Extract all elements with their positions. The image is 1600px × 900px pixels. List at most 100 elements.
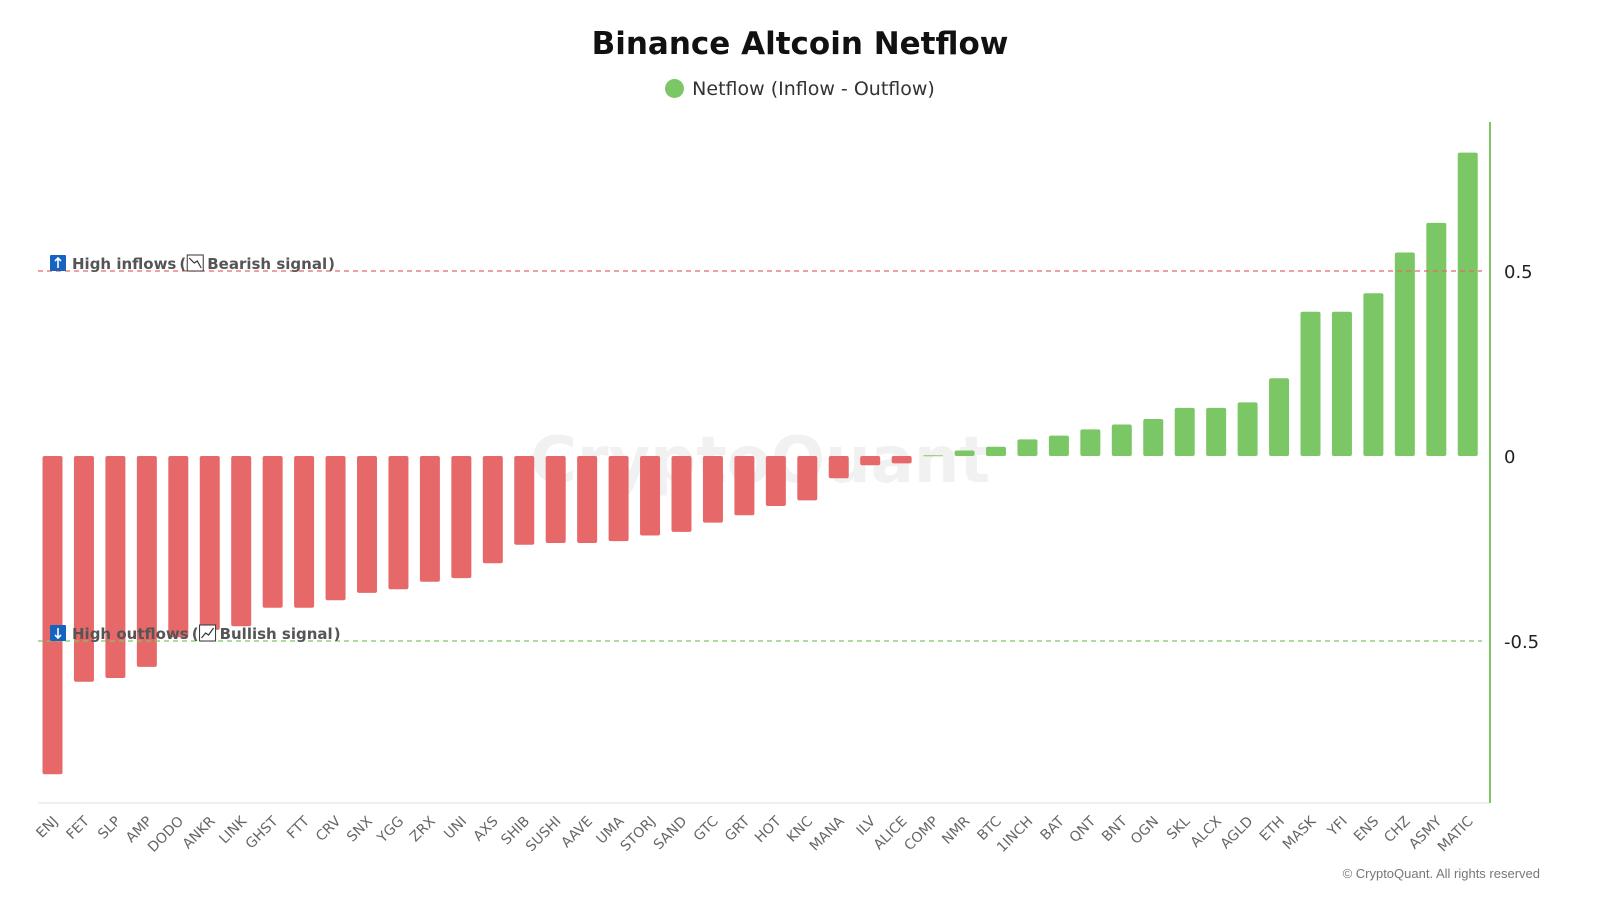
- x-tick-label: HOT: [752, 813, 785, 846]
- down-arrow-icon-glyph: [54, 628, 62, 640]
- bar: [828, 456, 849, 479]
- y-tick-label: -0.5: [1504, 632, 1539, 653]
- x-tick-label: FET: [63, 813, 93, 843]
- threshold-close-paren: ): [334, 625, 341, 643]
- bar: [168, 456, 189, 638]
- bar: [797, 456, 818, 501]
- bar: [1269, 378, 1290, 456]
- bar: [1237, 402, 1258, 456]
- bar: [860, 456, 881, 466]
- x-tick-label: BAT: [1038, 813, 1068, 843]
- x-tick-label: QNT: [1067, 813, 1100, 846]
- copyright-text: © CryptoQuant. All rights reserved: [1342, 866, 1540, 881]
- x-tick-label: NMR: [939, 813, 973, 847]
- bullish-chart-icon: [199, 624, 217, 642]
- bar: [1394, 252, 1415, 456]
- threshold-close-paren: ): [328, 255, 335, 273]
- y-tick-label: 0.5: [1504, 262, 1533, 283]
- bar: [986, 446, 1006, 456]
- x-tick-label: STORJ: [618, 814, 659, 855]
- bar: [514, 456, 535, 545]
- x-tick-label: ENJ: [33, 814, 61, 842]
- x-tick-label: YGG: [374, 814, 407, 847]
- x-tick-label: MASK: [1280, 813, 1320, 853]
- x-tick-label: MATIC: [1435, 813, 1477, 855]
- chart-legend[interactable]: Netflow (Inflow - Outflow): [0, 78, 1600, 100]
- bar: [1206, 407, 1227, 456]
- bar: [294, 456, 315, 608]
- bar: [640, 456, 661, 536]
- x-tick-label: ALCX: [1188, 813, 1226, 851]
- bar: [357, 456, 377, 593]
- bar: [923, 455, 944, 457]
- threshold-label-signal: Bearish signal: [207, 255, 327, 273]
- bar: [702, 456, 723, 523]
- x-tick-label: AGLD: [1218, 814, 1257, 853]
- x-tick-label: UNI: [441, 814, 470, 843]
- bar: [451, 456, 472, 579]
- bar: [577, 456, 598, 543]
- up-arrow-icon-glyph: [54, 256, 62, 268]
- bar: [231, 456, 252, 627]
- x-tick-label: MANA: [807, 813, 848, 854]
- bar: [73, 456, 94, 682]
- x-tick-label: COMP: [901, 814, 942, 855]
- x-tick-label: DODO: [145, 814, 187, 856]
- bar: [105, 456, 126, 678]
- bar: [954, 450, 975, 456]
- x-tick-label: ANKR: [180, 813, 219, 852]
- x-tick-label: GTC: [691, 813, 722, 844]
- bearish-chart-icon-glyph: [188, 257, 202, 269]
- bar: [42, 456, 63, 775]
- threshold-label-signal: Bullish signal: [220, 625, 333, 643]
- x-tick-label: GRT: [722, 813, 754, 845]
- bar: [388, 456, 409, 590]
- x-tick-label: AXS: [470, 813, 501, 844]
- bar: [671, 456, 692, 532]
- bar: [1017, 439, 1038, 456]
- bar: [1174, 407, 1195, 456]
- bar: [419, 456, 440, 582]
- threshold-open-paren: (: [192, 625, 199, 643]
- bar: [199, 456, 220, 630]
- x-tick-label: ZRX: [407, 813, 439, 845]
- bar: [1457, 152, 1478, 456]
- bar: [765, 456, 786, 506]
- legend-dot-icon: [665, 79, 685, 98]
- bar: [1363, 293, 1384, 456]
- watermark-text: CryptoQuant: [530, 424, 990, 498]
- x-tick-label: GHST: [243, 813, 282, 852]
- x-tick-label: SAND: [651, 814, 691, 854]
- bar: [891, 456, 912, 464]
- bar: [482, 456, 503, 564]
- chart-title: Binance Altcoin Netflow: [591, 26, 1009, 62]
- legend-label: Netflow (Inflow - Outflow): [692, 78, 935, 100]
- bar: [1111, 424, 1132, 456]
- x-tick-label: CRV: [313, 813, 345, 845]
- bar: [1426, 222, 1447, 456]
- y-tick-label: 0: [1504, 447, 1515, 468]
- bar: [325, 456, 346, 601]
- bar: [1048, 435, 1069, 456]
- x-tick-label: OGN: [1128, 814, 1162, 848]
- x-tick-label: AAVE: [558, 814, 596, 852]
- x-tick-label: YFI: [1324, 814, 1351, 841]
- threshold-label-main: High inflows: [72, 255, 176, 273]
- bar: [136, 456, 157, 667]
- x-tick-label: BNT: [1099, 813, 1131, 845]
- x-tick-label: SNX: [344, 813, 376, 845]
- bar: [734, 456, 755, 516]
- x-tick-label: ILV: [854, 813, 880, 839]
- bar: [608, 456, 629, 542]
- x-tick-label: SUSHI: [523, 814, 564, 855]
- bar: [545, 456, 566, 543]
- x-tick-label: SLP: [95, 814, 124, 843]
- bar: [1331, 311, 1352, 456]
- x-tick-label: 1INCH: [994, 814, 1036, 856]
- bar: [1300, 311, 1321, 456]
- bar: [262, 456, 283, 608]
- bar: [1080, 429, 1101, 456]
- x-tick-label: ENS: [1351, 813, 1382, 844]
- threshold-label-main: High outflows: [72, 625, 189, 643]
